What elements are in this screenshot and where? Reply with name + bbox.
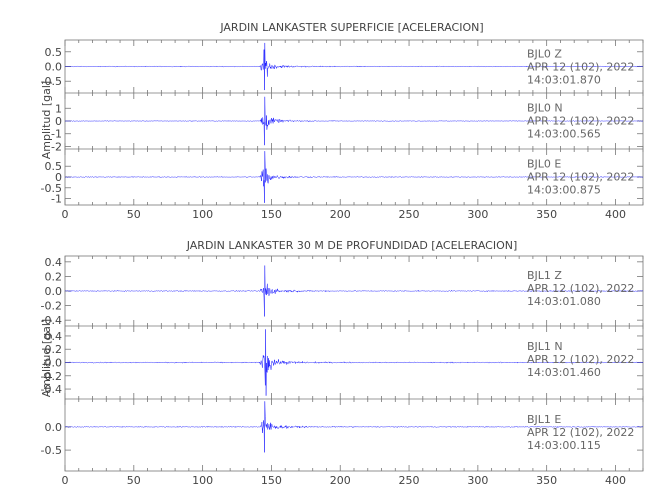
x-tick-label: 100: [192, 474, 213, 487]
x-tick-label: 0: [62, 208, 69, 221]
y-tick-label: -0.2: [41, 300, 62, 313]
x-tick-label: 300: [467, 208, 488, 221]
station-annotation: 14:03:01.080: [527, 295, 601, 308]
y-tick-label: -0.4: [41, 314, 62, 327]
y-tick-label: 1: [55, 102, 62, 115]
y-tick-label: 0.0: [45, 357, 63, 370]
station-annotation: 14:03:01.870: [527, 73, 601, 86]
x-tick-label: 150: [261, 208, 282, 221]
y-tick-label: 0.4: [45, 330, 63, 343]
y-tick-label: 0.2: [45, 343, 63, 356]
station-annotation: BJL1 E: [527, 413, 561, 426]
station-annotation: BJL0 E: [527, 157, 561, 170]
y-tick-label: -0.4: [41, 383, 62, 396]
x-tick-label: 400: [605, 474, 626, 487]
y-tick-label: -1: [51, 193, 62, 206]
trace-line-e: [64, 150, 643, 204]
x-tick-label: 150: [261, 474, 282, 487]
y-tick-label: 0.5: [45, 160, 63, 173]
station-annotation: APR 12 (102), 2022: [527, 170, 634, 183]
y-tick-label: -0.5: [41, 444, 62, 457]
trace-line-n: [64, 329, 644, 396]
x-tick-label: 350: [536, 208, 557, 221]
x-tick-label: 250: [399, 208, 420, 221]
x-tick-label: 350: [536, 474, 557, 487]
y-tick-label: -0.5: [41, 182, 62, 195]
y-tick-label: 0.0: [45, 61, 63, 74]
y-tick-label: 0: [55, 171, 62, 184]
x-tick-label: 0: [62, 474, 69, 487]
station-annotation: APR 12 (102), 2022: [527, 426, 634, 439]
trace-line-e: [64, 401, 644, 453]
y-tick-label: 0.4: [45, 256, 63, 269]
x-tick-label: 400: [605, 208, 626, 221]
x-tick-label: 300: [467, 474, 488, 487]
x-tick-label: 100: [192, 208, 213, 221]
chart-title: JARDIN LANKASTER 30 M DE PROFUNDIDAD [AC…: [186, 239, 518, 252]
station-annotation: 14:03:00.115: [527, 439, 601, 452]
y-tick-label: 0.5: [45, 46, 63, 59]
station-annotation: APR 12 (102), 2022: [527, 60, 634, 73]
station-annotation: APR 12 (102), 2022: [527, 282, 634, 295]
chart-title: JARDIN LANKASTER SUPERFICIE [ACELERACION…: [219, 21, 483, 34]
y-tick-label: -2: [51, 140, 62, 153]
trace-line-z: [64, 42, 644, 91]
x-tick-label: 250: [399, 474, 420, 487]
x-tick-label: 200: [330, 208, 351, 221]
y-tick-label: 0.0: [45, 285, 63, 298]
y-tick-label: -1: [51, 128, 62, 141]
station-annotation: 14:03:00.565: [527, 127, 601, 140]
y-axis-label: Amplitud [gal]: [40, 319, 53, 397]
y-tick-label: 0.2: [45, 270, 63, 283]
y-tick-label: -0.5: [41, 75, 62, 88]
y-axis-label: Amplitud [gal]: [40, 81, 53, 159]
station-annotation: BJL0 N: [527, 101, 563, 114]
trace-line-z: [64, 265, 644, 317]
station-annotation: APR 12 (102), 2022: [527, 353, 634, 366]
trace-line-n: [64, 96, 644, 146]
station-annotation: 14:03:01.460: [527, 366, 601, 379]
station-annotation: BJL1 Z: [527, 269, 562, 282]
station-annotation: BJL0 Z: [527, 47, 562, 60]
y-tick-label: 0: [55, 115, 62, 128]
y-tick-label: -0.2: [41, 370, 62, 383]
x-tick-label: 50: [127, 474, 141, 487]
y-tick-label: 0.0: [45, 421, 63, 434]
station-annotation: 14:03:00.875: [527, 183, 601, 196]
surface-block: JARDIN LANKASTER SUPERFICIE [ACELERACION…: [40, 21, 644, 221]
x-tick-label: 200: [330, 474, 351, 487]
station-annotation: APR 12 (102), 2022: [527, 114, 634, 127]
x-tick-label: 50: [127, 208, 141, 221]
depth-block: JARDIN LANKASTER 30 M DE PROFUNDIDAD [AC…: [40, 239, 644, 487]
station-annotation: BJL1 N: [527, 340, 563, 353]
